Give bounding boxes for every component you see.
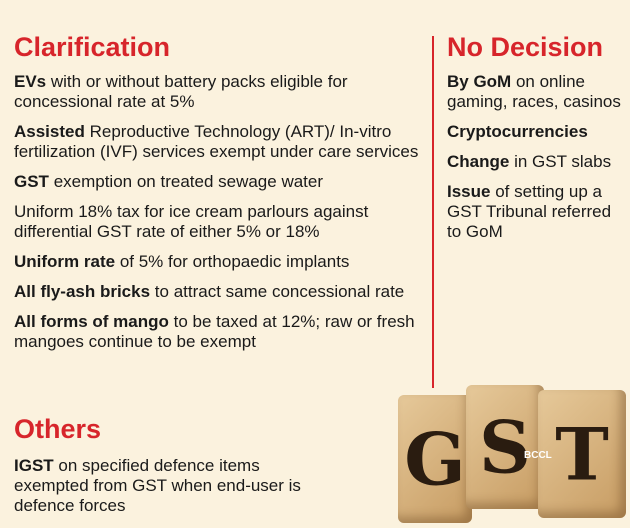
item-text: of setting up a GST Tribunal referred to… xyxy=(447,182,612,241)
section-title: No Decision xyxy=(447,32,604,62)
item: All forms of mango to be taxed at 12%; r… xyxy=(14,312,434,352)
cube-letter: S xyxy=(479,404,531,490)
item-lead: All forms of mango xyxy=(14,312,169,331)
no-decision-list: By GoM on online gaming, races, casinos C… xyxy=(447,72,625,252)
item-text: Reproductive Technology (ART)/ In-vitro … xyxy=(14,122,419,161)
item-text: to be taxed at 12%; raw or fresh mangoes… xyxy=(14,312,415,351)
item-lead: By GoM xyxy=(447,72,512,91)
cube: S xyxy=(466,385,544,509)
item-lead: IGST xyxy=(14,456,54,475)
item: EVs with or without battery packs eligib… xyxy=(14,72,434,112)
item: GST exemption on treated sewage water xyxy=(14,172,434,192)
section-title: Others xyxy=(14,414,102,444)
credit: BCCL xyxy=(524,450,552,461)
item: Uniform 18% tax for ice cream parlours a… xyxy=(14,202,434,242)
item-text: on online gaming, races, casinos xyxy=(447,72,621,111)
item: IGST on specified defence items exempted… xyxy=(14,456,324,516)
item-text: of 5% for orthopaedic implants xyxy=(119,252,350,271)
item: All fly-ash bricks to attract same conce… xyxy=(14,282,434,302)
item: Issue of setting up a GST Tribunal refer… xyxy=(447,182,625,242)
item: Cryptocurrencies xyxy=(447,122,625,142)
cube: T xyxy=(538,390,626,518)
item: Change in GST slabs xyxy=(447,152,625,172)
item-lead: GST xyxy=(14,172,49,191)
item-text: to attract same concessional rate xyxy=(154,282,405,301)
item-lead: EVs xyxy=(14,72,47,91)
item-lead: Issue xyxy=(447,182,491,201)
others-list: IGST on specified defence items exempted… xyxy=(14,456,324,526)
item: Assisted Reproductive Technology (ART)/ … xyxy=(14,122,434,162)
cube-letter: G xyxy=(404,416,466,502)
item-text: on specified defence items exempted from… xyxy=(14,456,301,515)
item: Uniform rate of 5% for orthopaedic impla… xyxy=(14,252,434,272)
item-lead: Cryptocurrencies xyxy=(447,122,588,141)
item-lead: Uniform rate xyxy=(14,252,116,271)
section-title: Clarification xyxy=(14,32,171,62)
item-text: with or without battery packs eligible f… xyxy=(14,72,348,111)
item-lead: All fly-ash bricks xyxy=(14,282,151,301)
cube-letter: T xyxy=(555,411,609,497)
divider xyxy=(432,36,434,388)
item-text: exemption on treated sewage water xyxy=(53,172,324,191)
item-lead: Change xyxy=(447,152,510,171)
item-text: in GST slabs xyxy=(514,152,612,171)
item-lead: Assisted xyxy=(14,122,85,141)
item: By GoM on online gaming, races, casinos xyxy=(447,72,625,112)
cube: G xyxy=(398,395,472,523)
clarification-list: EVs with or without battery packs eligib… xyxy=(14,72,434,362)
item-text: Uniform 18% tax for ice cream parlours a… xyxy=(14,202,369,241)
